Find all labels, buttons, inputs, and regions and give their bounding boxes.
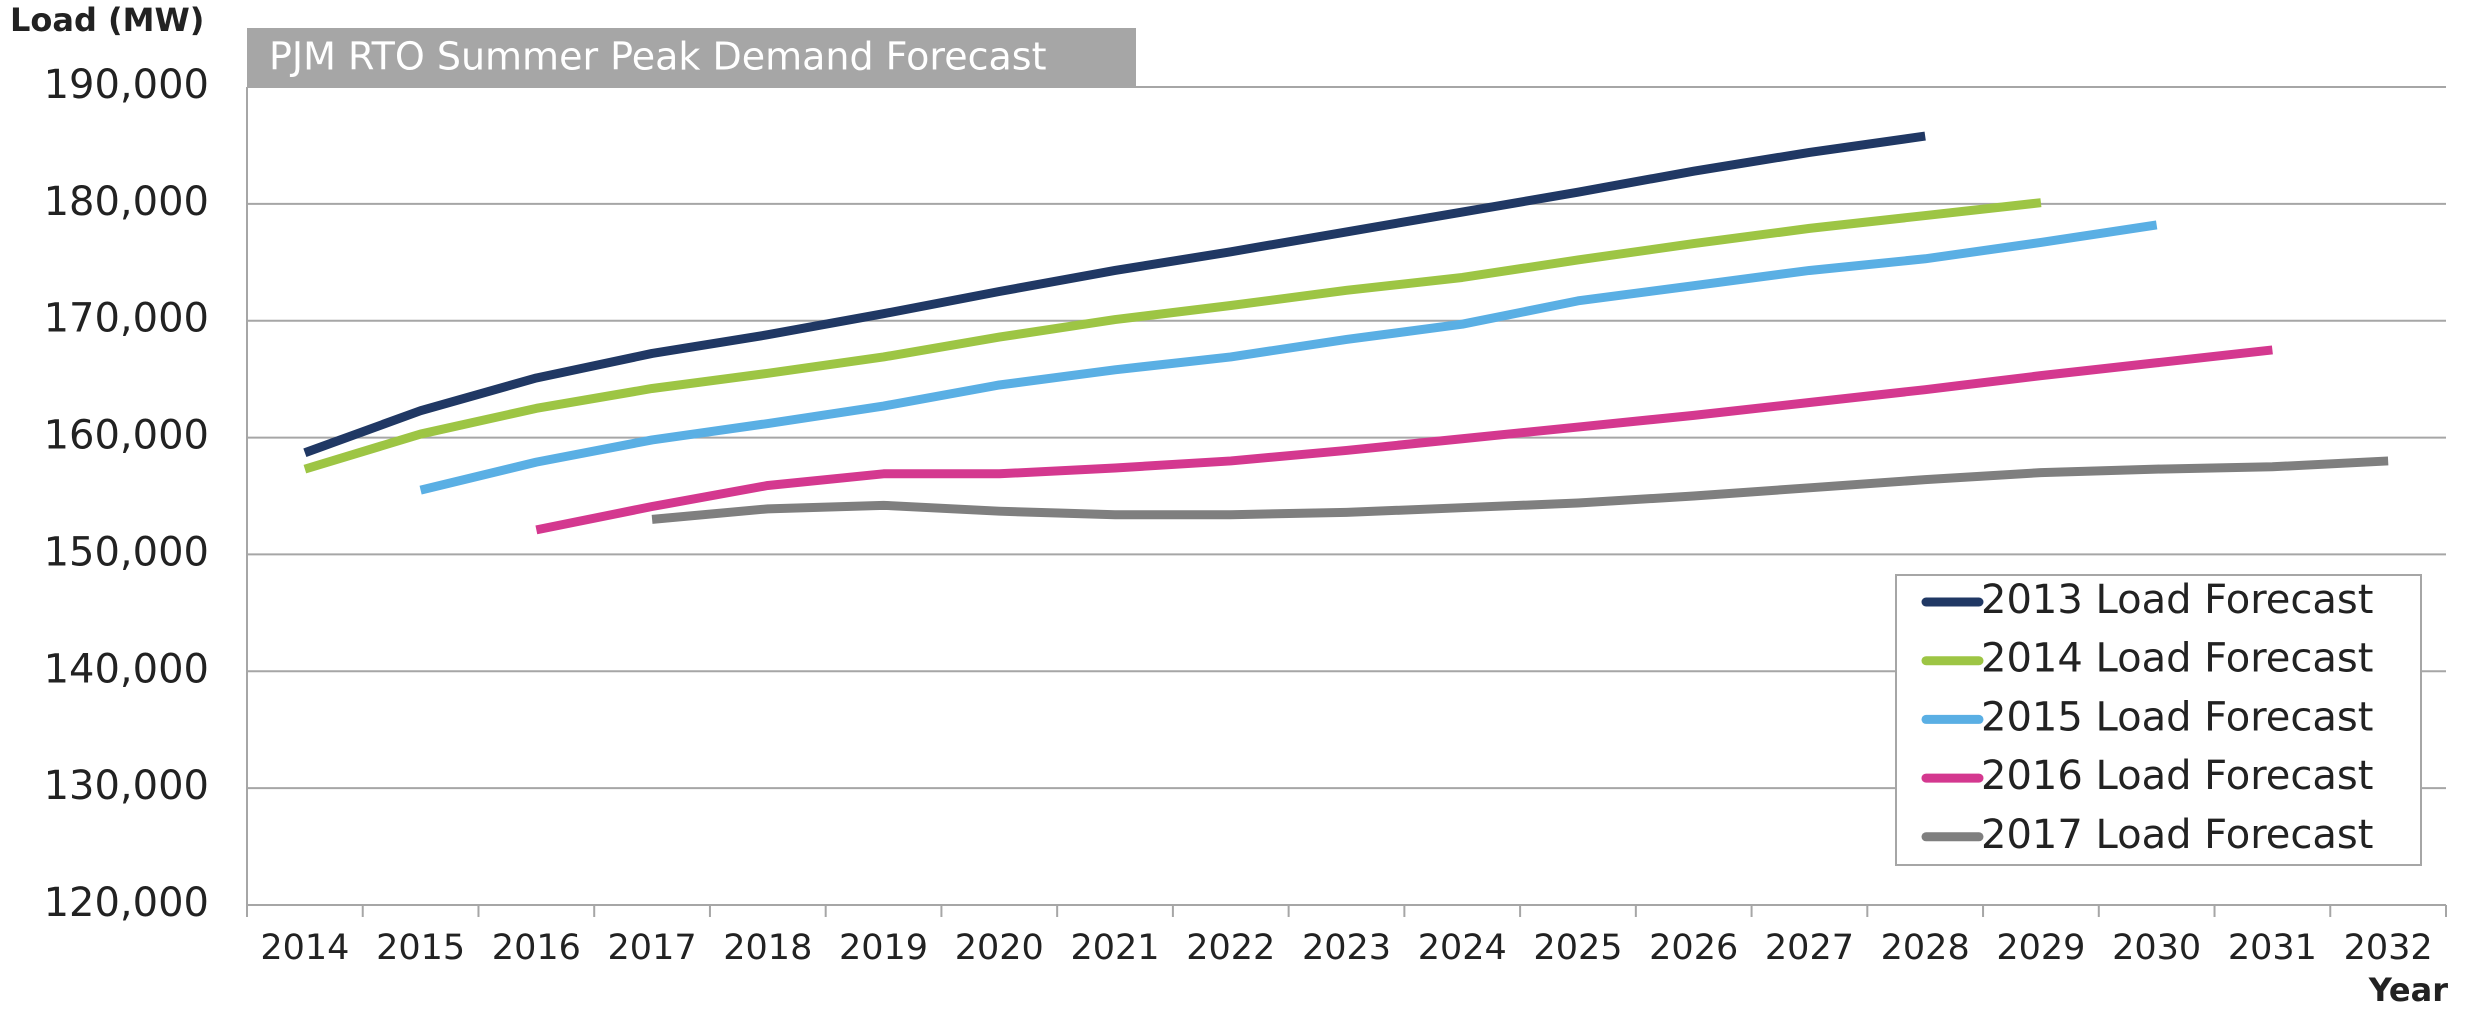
x-tick-label: 2027 (1765, 928, 1854, 968)
x-tick-label: 2014 (260, 928, 349, 968)
series-line (651, 456, 2389, 524)
title-box (247, 28, 1136, 87)
y-tick-label: 170,000 (44, 296, 209, 342)
x-tick-label: 2021 (1070, 928, 1159, 968)
chart-title: PJM RTO Summer Peak Demand Forecast (269, 35, 1046, 79)
x-tick-label: 2025 (1533, 928, 1622, 968)
y-tick-label: 160,000 (44, 413, 209, 459)
x-tick-label: 2023 (1302, 928, 1391, 968)
y-tick-label: 180,000 (44, 179, 209, 225)
series-line (419, 220, 2158, 495)
x-axis-label: Year (2368, 971, 2449, 1009)
x-tick-label: 2026 (1649, 928, 1738, 968)
x-tick-label: 2017 (608, 928, 697, 968)
x-tick-label: 2022 (1186, 928, 1275, 968)
series-line (303, 131, 1926, 457)
series-line (303, 198, 2042, 474)
x-tick-label: 2024 (1418, 928, 1507, 968)
x-tick-label: 2031 (2228, 928, 2317, 968)
series-line (535, 345, 2273, 535)
x-tick-label: 2029 (1996, 928, 2085, 968)
y-tick-label: 130,000 (44, 763, 209, 809)
legend-label: 2013 Load Forecast (1981, 577, 2373, 623)
x-tick-label: 2028 (1881, 928, 1970, 968)
y-tick-label: 150,000 (44, 529, 209, 575)
x-tick-label: 2019 (839, 928, 928, 968)
x-tick-label: 2016 (492, 928, 581, 968)
x-tick-label: 2030 (2112, 928, 2201, 968)
legend-box (1895, 574, 2422, 866)
legend-label: 2015 Load Forecast (1981, 694, 2373, 740)
x-tick-label: 2020 (955, 928, 1044, 968)
y-tick-label: 140,000 (44, 646, 209, 692)
x-tick-label: 2018 (723, 928, 812, 968)
x-tick-label: 2032 (2344, 928, 2433, 968)
y-tick-label: 190,000 (44, 62, 209, 108)
legend-label: 2014 Load Forecast (1981, 636, 2373, 682)
legend-label: 2017 Load Forecast (1981, 812, 2373, 858)
y-axis-label: Load (MW) (10, 1, 204, 39)
y-tick-label: 120,000 (44, 880, 209, 926)
legend-label: 2016 Load Forecast (1981, 753, 2373, 799)
x-tick-label: 2015 (376, 928, 465, 968)
